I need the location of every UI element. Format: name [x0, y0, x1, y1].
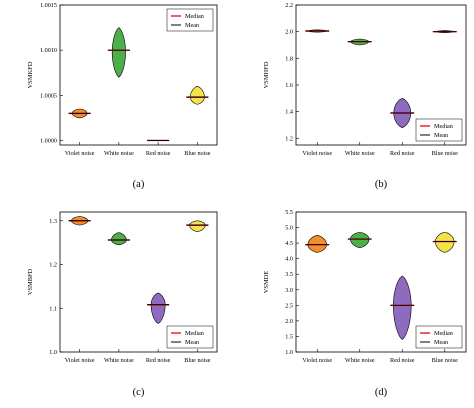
- legend-mean-label: Mean: [185, 22, 199, 29]
- x-tick-label: White noise: [345, 357, 375, 364]
- y-tick-label: 2.0: [285, 318, 293, 325]
- panel-label: (b): [375, 179, 388, 190]
- x-tick-label: Blue noise: [432, 357, 459, 364]
- x-tick-label: White noise: [104, 357, 134, 364]
- y-tick-label: 1.4: [285, 109, 293, 116]
- y-tick-label: 4.0: [285, 256, 293, 263]
- legend-median-label: Median: [434, 330, 453, 337]
- violin-violet-noise: [307, 234, 327, 253]
- y-tick-label: 1.8: [285, 55, 293, 62]
- plot-frame: [295, 211, 467, 353]
- x-tick-label: White noise: [104, 150, 134, 157]
- y-tick-label: 4.5: [285, 240, 293, 247]
- violin-red-noise: [150, 292, 166, 324]
- y-tick-label: 1.0010: [40, 47, 57, 54]
- panel-label: (c): [133, 387, 145, 398]
- x-tick-label: Blue noise: [432, 150, 459, 157]
- y-tick-label: 1.1: [49, 305, 57, 312]
- x-tick-label: Blue noise: [184, 150, 211, 157]
- legend-mean-label: Mean: [434, 132, 448, 139]
- chart-panel-1: 1.0000 1.0005 1.0010 1.0015 Violet noise Whit…: [27, 2, 218, 190]
- y-axis-label: VSMHFD: [263, 61, 270, 88]
- y-tick-label: 2.2: [285, 2, 293, 9]
- y-tick-label: 2.0: [285, 29, 293, 36]
- chart-panel-3: 1.0 1.1 1.2 1.3 Violet noise White noise Red n…: [27, 211, 218, 398]
- legend-mean-label: Mean: [185, 339, 199, 346]
- x-tick-label: Red noise: [390, 357, 415, 364]
- violin-white-noise: [111, 232, 127, 246]
- violin-blue-noise: [435, 231, 455, 253]
- x-tick-label: Violet noise: [302, 150, 332, 157]
- panel-label: (a): [133, 179, 145, 190]
- legend-median-label: Median: [185, 13, 204, 20]
- y-tick-label: 1.2: [49, 262, 57, 269]
- x-tick-label: White noise: [345, 150, 375, 157]
- y-tick-label: 1.0: [285, 349, 293, 356]
- y-tick-label: 1.5: [285, 333, 293, 340]
- legend: Median Mean: [166, 8, 214, 32]
- y-tick-label: 1.0005: [40, 92, 57, 99]
- x-tick-label: Red noise: [390, 150, 415, 157]
- x-tick-label: Violet noise: [302, 357, 332, 364]
- chart-panel-4: 1.0 1.5 2.0 2.5 3.0 3.5 4.0 4.5 5.0 5.5 Violet noi…: [263, 209, 467, 398]
- y-tick-label: 1.2: [285, 135, 293, 142]
- legend: Median Mean: [166, 325, 214, 349]
- y-axis-label: VSMBFD: [27, 268, 34, 295]
- violin-white-noise: [350, 231, 370, 249]
- legend-mean-label: Mean: [434, 339, 448, 346]
- violin-red-noise: [393, 275, 412, 341]
- x-tick-label: Violet noise: [65, 357, 95, 364]
- x-tick-label: Red noise: [146, 150, 171, 157]
- y-tick-label: 1.6: [285, 82, 293, 89]
- y-tick-label: 1.3: [49, 218, 57, 225]
- x-tick-label: Red noise: [146, 357, 171, 364]
- y-tick-label: 3.0: [285, 287, 293, 294]
- violin-blue-noise: [189, 220, 206, 232]
- x-tick-label: Blue noise: [184, 357, 211, 364]
- panel-label: (d): [375, 387, 388, 398]
- legend-median-label: Median: [434, 123, 453, 130]
- y-axis-label: VSMDE: [263, 271, 270, 293]
- y-tick-label: 1.0: [49, 349, 57, 356]
- plot-frame: [59, 4, 218, 146]
- y-tick-label: 1.0000: [40, 137, 57, 144]
- x-tick-label: Violet noise: [65, 150, 95, 157]
- legend: Median Mean: [415, 325, 463, 349]
- plot-frame: [59, 211, 218, 353]
- legend: Median Mean: [415, 118, 463, 142]
- y-tick-label: 3.5: [285, 271, 293, 278]
- violin-white-noise: [111, 27, 126, 78]
- violin-blue-noise: [190, 85, 205, 105]
- y-axis-label: VSMKFD: [27, 61, 34, 88]
- plot-frame: [295, 4, 467, 146]
- y-tick-label: 2.5: [285, 302, 293, 309]
- y-tick-label: 1.0015: [40, 2, 57, 9]
- y-tick-label: 5.0: [285, 225, 293, 232]
- chart-panel-2: 1.2 1.4 1.6 1.8 2.0 2.2 Violet noise White nois…: [263, 2, 467, 190]
- legend-median-label: Median: [185, 330, 204, 337]
- y-tick-label: 5.5: [285, 209, 293, 216]
